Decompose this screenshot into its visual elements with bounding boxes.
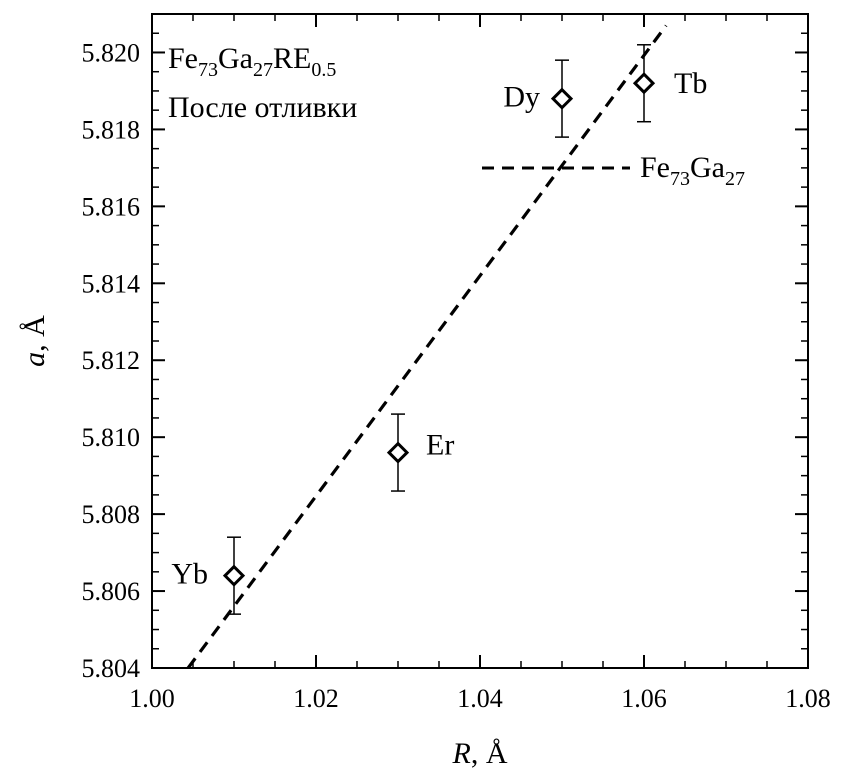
- diamond-marker: [550, 87, 574, 110]
- y-tick-label: 5.808: [82, 500, 141, 529]
- x-tick-label: 1.04: [457, 684, 503, 713]
- x-tick-label: 1.06: [621, 684, 667, 713]
- diamond-marker: [632, 72, 656, 95]
- state-annotation: После отливки: [168, 91, 357, 124]
- legend-label: Fe73Ga27: [640, 151, 745, 190]
- x-tick-label: 1.00: [129, 684, 175, 713]
- point-label-er: Er: [426, 429, 454, 462]
- y-tick-label: 5.806: [82, 577, 141, 606]
- y-tick-label: 5.810: [82, 423, 141, 452]
- trend-line-group: [186, 24, 668, 669]
- y-tick-label: 5.814: [82, 269, 141, 298]
- major-ticks: [151, 14, 809, 669]
- point-dy: Dy: [503, 59, 574, 138]
- y-tick-label: 5.818: [82, 115, 141, 144]
- y-tick-label: 5.804: [82, 654, 141, 683]
- y-tick-labels: 5.804 5.806 5.808 5.810 5.812 5.814 5.816 5.818…: [82, 38, 141, 683]
- point-label-yb: Yb: [171, 558, 208, 591]
- diamond-marker: [222, 564, 246, 587]
- point-er: Er: [386, 413, 454, 492]
- y-tick-label: 5.820: [82, 38, 141, 67]
- point-label-tb: Tb: [674, 67, 707, 100]
- x-axis-label: R, Å: [452, 737, 508, 770]
- point-yb: Yb: [171, 536, 246, 615]
- y-axis-label: a, Å: [18, 315, 51, 367]
- legend: Fe73Ga27: [482, 151, 745, 190]
- minor-ticks: [152, 13, 808, 668]
- x-tick-label: 1.08: [785, 684, 831, 713]
- y-tick-label: 5.812: [82, 346, 141, 375]
- diamond-marker: [386, 441, 410, 464]
- x-tick-labels: 1.00 1.02 1.04 1.06 1.08: [129, 684, 831, 713]
- x-tick-label: 1.02: [293, 684, 339, 713]
- data-points: Yb Er Dy Tb: [171, 44, 707, 615]
- trend-line: [186, 24, 668, 669]
- composition-annotation: Fe73Ga27RE0.5: [168, 42, 336, 81]
- point-label-dy: Dy: [503, 81, 540, 114]
- point-tb: Tb: [632, 44, 707, 123]
- y-tick-label: 5.816: [82, 192, 141, 221]
